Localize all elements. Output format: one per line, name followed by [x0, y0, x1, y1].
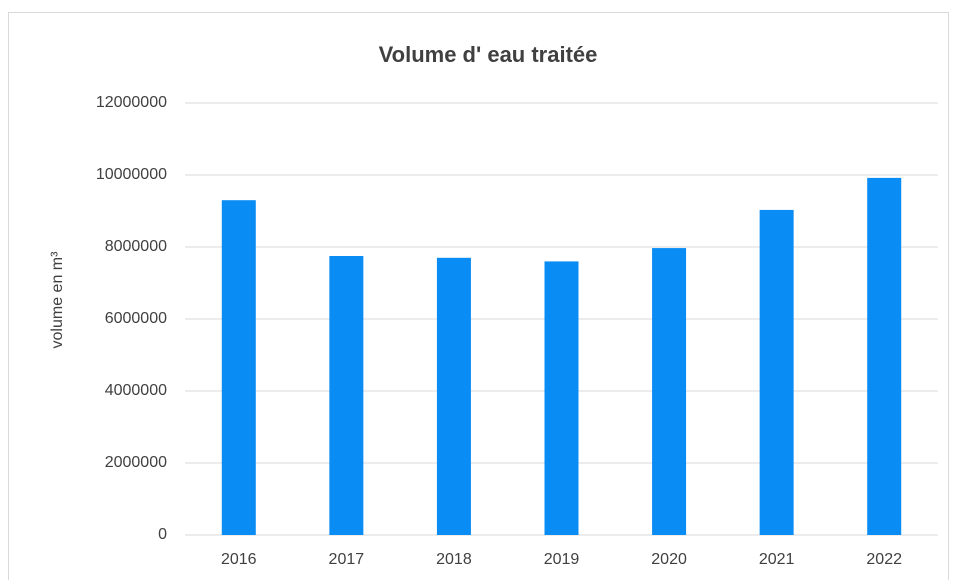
bar	[436, 257, 471, 535]
y-tick-label: 0	[158, 526, 167, 543]
x-tick-label: 2021	[759, 551, 795, 568]
bar	[221, 200, 256, 535]
x-tick-label: 2016	[221, 551, 257, 568]
bar	[544, 261, 579, 535]
x-tick-label: 2018	[436, 551, 472, 568]
x-tick-label: 2017	[329, 551, 365, 568]
y-axis-label: volume en m³	[49, 251, 66, 349]
chart-frame	[8, 12, 949, 580]
chart-title: Volume d' eau traitée	[379, 42, 598, 67]
bar	[329, 256, 364, 535]
x-tick-label: 2020	[651, 551, 687, 568]
bar	[867, 177, 902, 535]
y-tick-label: 12000000	[96, 94, 167, 111]
x-tick-label: 2019	[544, 551, 580, 568]
y-tick-label: 4000000	[105, 382, 167, 399]
bar	[652, 248, 687, 535]
y-tick-label: 6000000	[105, 310, 167, 327]
bar	[759, 209, 794, 536]
y-tick-label: 2000000	[105, 454, 167, 471]
y-tick-label: 8000000	[105, 238, 167, 255]
x-tick-label: 2022	[866, 551, 902, 568]
y-tick-label: 10000000	[96, 166, 167, 183]
